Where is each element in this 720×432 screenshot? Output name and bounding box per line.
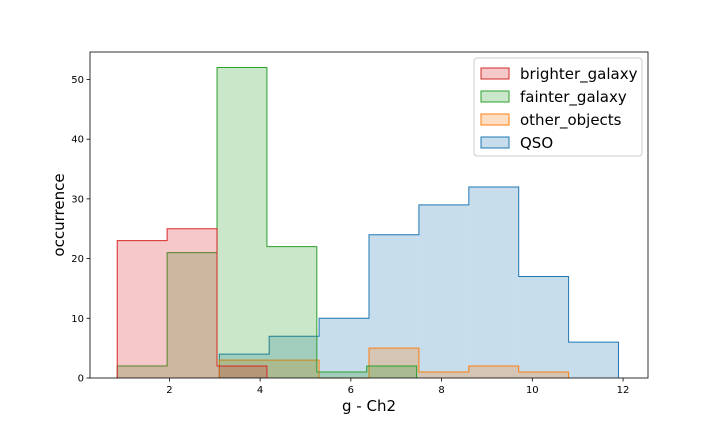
y-tick-label: 10 <box>71 314 84 325</box>
legend-label-fainter_galaxy: fainter_galaxy <box>520 88 627 107</box>
y-tick-label: 0 <box>78 374 84 385</box>
bar-other_objects-5 <box>468 366 519 378</box>
y-tick-label: 50 <box>71 75 84 86</box>
bar-fainter_galaxy-5 <box>366 366 417 378</box>
outline-brighter_galaxy <box>116 228 268 378</box>
bar-QSO-2 <box>319 318 369 378</box>
legend-swatch-QSO <box>480 136 510 149</box>
bar-fainter_galaxy-1 <box>167 252 218 378</box>
legend-label-other_objects: other_objects <box>520 111 622 130</box>
series-QSO <box>218 186 620 378</box>
bar-brighter_galaxy-1 <box>167 228 218 378</box>
series-other_objects <box>218 347 570 379</box>
y-axis-label: occurrence <box>50 173 68 256</box>
outline-QSO <box>218 186 620 378</box>
y-axis-ticks: 0 10 20 30 40 50 <box>71 75 90 385</box>
bar-QSO-4 <box>418 204 469 378</box>
histogram-bars <box>116 67 620 379</box>
bar-other_objects-0 <box>219 360 270 378</box>
plot-frame <box>89 51 649 379</box>
bar-fainter_galaxy-3 <box>266 246 317 378</box>
bar-fainter_galaxy-2 <box>217 67 267 379</box>
bar-other_objects-6 <box>518 372 569 378</box>
x-tick-label: 4 <box>257 385 263 396</box>
bar-fainter_galaxy-0 <box>117 366 168 378</box>
legend-swatch-other_objects <box>480 113 510 126</box>
x-tick-label: 12 <box>617 385 630 396</box>
series-fainter_galaxy <box>116 67 418 379</box>
series-brighter_galaxy <box>116 228 268 378</box>
bar-brighter_galaxy-0 <box>117 240 168 378</box>
x-tick-label: 8 <box>438 385 444 396</box>
x-axis-label: g - Ch2 <box>342 397 396 415</box>
legend-swatch-fainter_galaxy <box>480 90 510 103</box>
bar-other_objects-1 <box>269 360 320 378</box>
bar-QSO-1 <box>269 336 320 378</box>
x-tick-label: 6 <box>348 385 354 396</box>
legend-label-brighter_galaxy: brighter_galaxy <box>520 65 638 84</box>
x-tick-label: 2 <box>166 385 172 396</box>
bar-fainter_galaxy-4 <box>316 372 367 378</box>
outline-other_objects <box>218 347 570 379</box>
legend-swatch-brighter_galaxy <box>480 67 510 80</box>
legend-box <box>473 57 643 157</box>
y-tick-label: 40 <box>71 135 84 146</box>
x-axis-ticks: 2 4 6 8 10 12 <box>166 378 629 396</box>
bar-other_objects-3 <box>369 348 419 378</box>
bar-QSO-6 <box>518 276 569 378</box>
bar-other_objects-4 <box>418 372 469 378</box>
x-tick-label: 10 <box>526 385 539 396</box>
bar-QSO-5 <box>468 186 519 378</box>
bar-QSO-3 <box>369 234 419 378</box>
bar-brighter_galaxy-2 <box>217 366 267 378</box>
y-tick-label: 30 <box>71 194 84 205</box>
outline-fainter_galaxy <box>116 67 418 378</box>
legend: brighter_galaxy fainter_galaxy other_objec… <box>473 57 643 157</box>
bar-QSO-7 <box>568 342 619 378</box>
y-tick-label: 20 <box>71 254 84 265</box>
legend-label-QSO: QSO <box>520 134 553 152</box>
